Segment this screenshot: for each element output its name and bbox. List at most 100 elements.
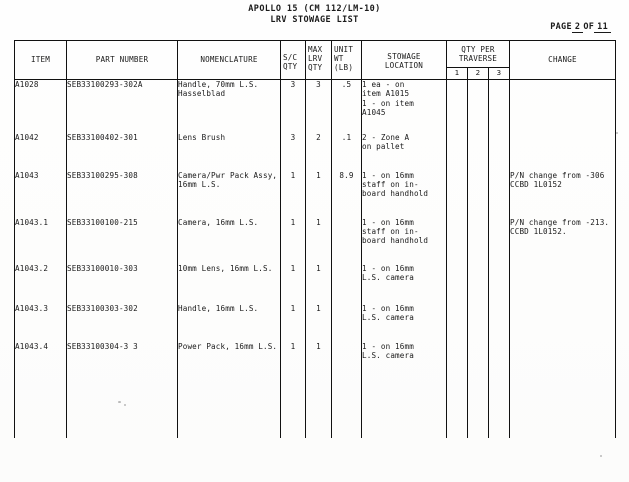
cell-traverse-1 (446, 132, 468, 171)
cell-traverse-1 (446, 303, 468, 342)
cell-unit-wt: .5 (331, 79, 362, 133)
document-title-line1: APOLLO 15 (CM 112/LM-10) (248, 4, 381, 14)
cell-unit-wt (331, 341, 362, 380)
cell-part-number: SEB33100304-3 3 (66, 341, 178, 380)
col-header-max-lrv-qty-line1: MAX (308, 45, 323, 54)
cell-part-number: SEB33100293-302A (66, 79, 178, 133)
cell-sc-qty: 1 (280, 263, 306, 304)
empty-cell-unit-wt (331, 379, 362, 438)
empty-cell-nomenclature (177, 379, 281, 438)
cell-item: A1043.2 (14, 263, 67, 304)
col-header-traverse-1: 1 (446, 66, 468, 81)
empty-cell-traverse-2 (467, 379, 489, 438)
col-header-max-lrv-qty-line3: QTY (308, 63, 323, 73)
cell-item: A1043.4 (14, 341, 67, 380)
cell-change (509, 79, 616, 133)
cell-stowage-location: 1 - on 16mm L.S. camera (361, 303, 447, 342)
empty-cell-change (509, 379, 616, 438)
cell-traverse-1 (446, 79, 468, 133)
cell-traverse-3 (488, 217, 510, 264)
col-header-sc-qty-line2: QTY (283, 62, 298, 72)
cell-nomenclature: Handle, 16mm L.S. (177, 303, 281, 342)
col-header-sc-qty: S/C QTY (280, 40, 306, 80)
cell-change (509, 132, 616, 171)
col-header-unit-wt-line2: WT (334, 54, 344, 64)
cell-nomenclature: Handle, 70mm L.S. Hasselblad (177, 79, 281, 133)
table-row: A1043.2 SEB33100010-303 10mm Lens, 16mm … (14, 263, 616, 304)
cell-item: A1043.1 (14, 217, 67, 264)
cell-unit-wt: 8.9 (331, 170, 362, 218)
cell-unit-wt (331, 303, 362, 342)
cell-traverse-2 (467, 217, 489, 264)
cell-item: A1043.3 (14, 303, 67, 342)
cell-part-number: SEB33100402-301 (66, 132, 178, 171)
col-header-traverse-2: 2 (467, 66, 489, 81)
table-body: A1028 SEB33100293-302A Handle, 70mm L.S.… (14, 79, 616, 438)
cell-traverse-2 (467, 303, 489, 342)
col-header-qty-per-traverse: QTY PER TRAVERSE (446, 40, 510, 68)
table-header: ITEM PART NUMBER NOMENCLATURE S/C QTY (14, 40, 616, 81)
cell-traverse-3 (488, 303, 510, 342)
col-header-unit-wt: UNIT WT (LB) (331, 40, 362, 80)
cell-traverse-1 (446, 263, 468, 304)
of-label: OF (583, 22, 595, 32)
table-row: A1043.1 SEB33100100-215 Camera, 16mm L.S… (14, 217, 616, 264)
empty-cell-traverse-3 (488, 379, 510, 438)
cell-traverse-3 (488, 263, 510, 304)
cell-traverse-3 (488, 170, 510, 218)
cell-unit-wt (331, 217, 362, 264)
header-row-main: ITEM PART NUMBER NOMENCLATURE S/C QTY (14, 40, 616, 80)
cell-traverse-2 (467, 341, 489, 380)
cell-nomenclature: Camera, 16mm L.S. (177, 217, 281, 264)
col-header-max-lrv-qty: MAX LRV QTY (305, 40, 332, 80)
cell-nomenclature: Camera/Pwr Pack Assy, 16mm L.S. (177, 170, 281, 218)
cell-sc-qty: 3 (280, 132, 306, 171)
scan-artifact (616, 132, 618, 134)
col-header-stowage-location-line1: STOWAGE (387, 52, 421, 61)
stowage-table: ITEM PART NUMBER NOMENCLATURE S/C QTY (14, 40, 616, 438)
cell-max-lrv-qty: 3 (305, 79, 332, 133)
cell-stowage-location: 1 - on 16mm staff on in- board handhold (361, 170, 447, 218)
cell-nomenclature: Power Pack, 16mm L.S. (177, 341, 281, 380)
col-header-stowage-location: STOWAGE LOCATION (361, 40, 447, 80)
cell-change (509, 263, 616, 304)
col-header-qty-per-traverse-line1: QTY PER (461, 45, 495, 54)
cell-stowage-location: 1 ea - on item A1015 1 - on item A1045 (361, 79, 447, 133)
col-header-nomenclature: NOMENCLATURE (177, 40, 281, 80)
cell-change (509, 341, 616, 380)
cell-stowage-location: 1 - on 16mm L.S. camera (361, 263, 447, 304)
table-empty-area (14, 379, 616, 438)
col-header-unit-wt-line3: (LB) (334, 63, 354, 73)
cell-part-number: SEB33100303-302 (66, 303, 178, 342)
cell-change (509, 303, 616, 342)
col-header-part-number: PART NUMBER (66, 40, 178, 80)
cell-sc-qty: 1 (280, 217, 306, 264)
table-row: A1043.4 SEB33100304-3 3 Power Pack, 16mm… (14, 341, 616, 380)
col-header-qty-per-traverse-line2: TRAVERSE (458, 54, 498, 64)
page-number: 2 (571, 22, 584, 33)
col-header-max-lrv-qty-line2: LRV (308, 54, 323, 64)
page-label: PAGE (550, 22, 572, 32)
empty-cell-max-lrv-qty (305, 379, 332, 438)
cell-traverse-2 (467, 263, 489, 304)
cell-max-lrv-qty: 1 (305, 341, 332, 380)
cell-traverse-1 (446, 170, 468, 218)
col-header-part-number-label: PART NUMBER (95, 55, 149, 65)
empty-cell-sc-qty (280, 379, 306, 438)
table-row: A1043.3 SEB33100303-302 Handle, 16mm L.S… (14, 303, 616, 342)
cell-sc-qty: 1 (280, 170, 306, 218)
page-number-label: PAGE 2 OF 11 (550, 22, 611, 33)
col-header-change: CHANGE (509, 40, 616, 80)
cell-traverse-3 (488, 132, 510, 171)
cell-change: P/N change from -213. CCBD 1L0152. (509, 217, 616, 264)
cell-traverse-1 (446, 217, 468, 264)
cell-max-lrv-qty: 1 (305, 303, 332, 342)
cell-max-lrv-qty: 1 (305, 170, 332, 218)
cell-traverse-3 (488, 341, 510, 380)
col-header-nomenclature-label: NOMENCLATURE (200, 55, 258, 65)
table-row: A1043 SEB33100295-308 Camera/Pwr Pack As… (14, 170, 616, 218)
cell-stowage-location: 2 - Zone A on pallet (361, 132, 447, 171)
col-header-item-label: ITEM (30, 55, 51, 65)
cell-stowage-location: 1 - on 16mm staff on in- board handhold (361, 217, 447, 264)
